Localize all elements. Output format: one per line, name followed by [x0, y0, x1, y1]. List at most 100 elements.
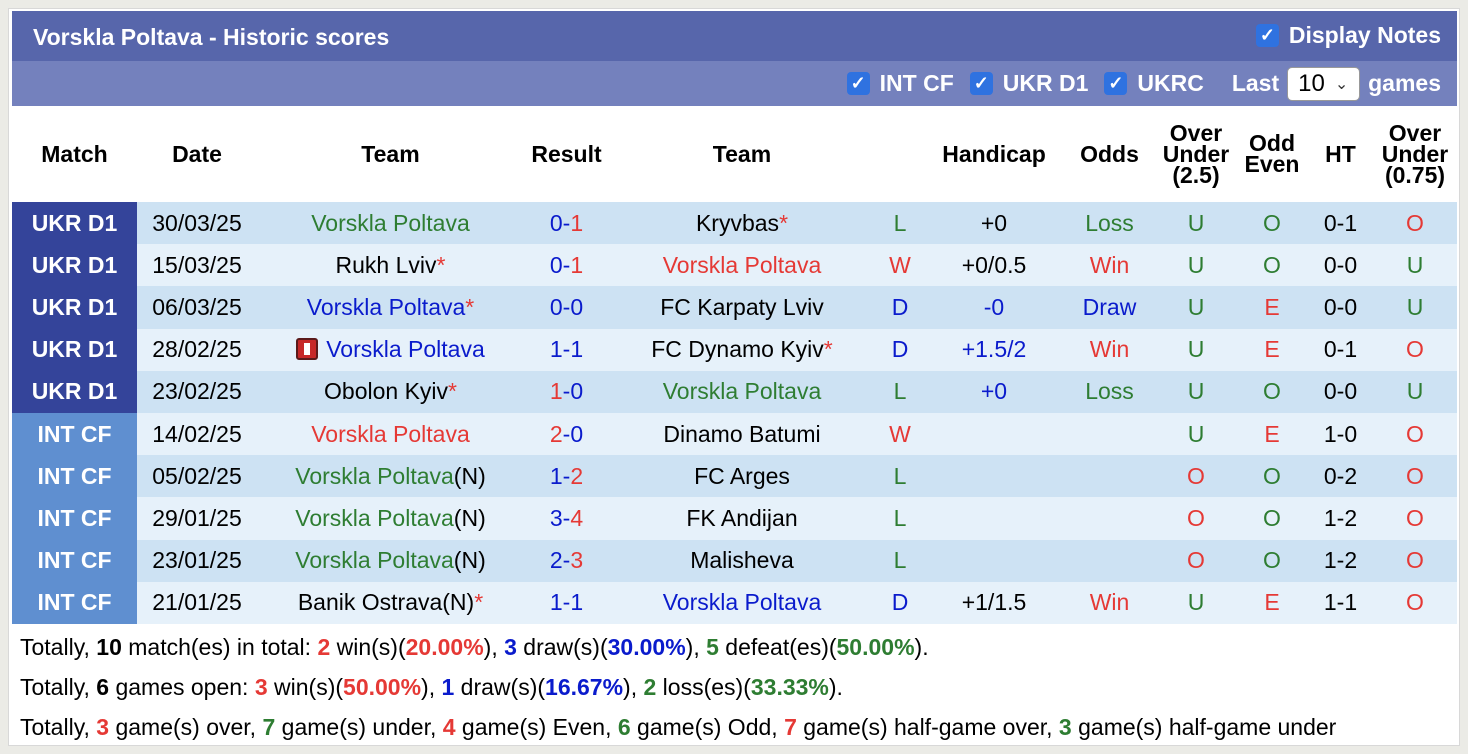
result-cell[interactable]: 1-1	[524, 328, 609, 371]
result-cell[interactable]: 1-2	[524, 455, 609, 498]
away-team[interactable]: Dinamo Batumi	[663, 420, 821, 447]
result-cell[interactable]: 0-1	[524, 202, 609, 245]
table-row[interactable]: UKR D1 06/03/25 Vorskla Poltava* 0-0 FC Karp…	[12, 286, 1457, 329]
result-cell[interactable]: 0-1	[524, 244, 609, 287]
away-team-cell[interactable]: FK Andijan	[609, 497, 875, 540]
away-team-cell[interactable]: Vorskla Poltava	[609, 581, 875, 624]
table-row[interactable]: UKR D1 23/02/25 Obolon Kyiv* 1-0 Vorskla Pol…	[12, 370, 1457, 413]
result-cell[interactable]: 3-4	[524, 497, 609, 540]
summary-value: 10	[96, 634, 122, 660]
away-team-cell[interactable]: FC Arges	[609, 455, 875, 498]
home-team-cell[interactable]: Vorskla Poltava	[257, 328, 524, 371]
table-row[interactable]: INT CF 29/01/25 Vorskla Poltava(N) 3-4 FK An…	[12, 497, 1457, 540]
competition-badge[interactable]: INT CF	[12, 412, 137, 456]
table-row[interactable]: UKR D1 15/03/25 Rukh Lviv* 0-1 Vorskla Polta…	[12, 244, 1457, 287]
match-date: 06/03/25	[137, 286, 257, 329]
summary-text: Totally,	[20, 674, 97, 700]
competition-badge[interactable]: INT CF	[12, 497, 137, 540]
win-loss: D	[875, 328, 925, 371]
home-team-cell[interactable]: Vorskla Poltava(N)	[257, 497, 524, 540]
away-team[interactable]: Vorskla Poltava	[662, 251, 822, 278]
score-separator: -	[562, 378, 571, 405]
int-cf-checkbox[interactable]: ✓	[846, 72, 870, 95]
away-team[interactable]: Vorskla Poltava	[662, 378, 822, 405]
summary-value: 6	[96, 674, 110, 700]
away-team[interactable]: FC Karpaty Lviv	[660, 293, 824, 320]
filter-int-cf[interactable]: ✓ INT CF	[846, 70, 954, 97]
table-row[interactable]: UKR D1 28/02/25 Vorskla Poltava 1-1 FC Dynam…	[12, 328, 1457, 371]
home-team[interactable]: Vorskla Poltava	[326, 336, 485, 363]
away-team[interactable]: Malisheva	[690, 547, 794, 574]
home-team-cell[interactable]: Obolon Kyiv*	[257, 370, 524, 413]
away-team-cell[interactable]: FC Dynamo Kyiv*	[609, 328, 875, 371]
away-team[interactable]: FC Dynamo Kyiv	[651, 336, 824, 363]
home-team-cell[interactable]: Rukh Lviv*	[257, 244, 524, 287]
away-team[interactable]: Vorskla Poltava	[662, 589, 822, 616]
competition-badge[interactable]: INT CF	[12, 581, 137, 624]
home-team[interactable]: Banik Ostrava(N)	[297, 589, 475, 616]
neutral-marker: (N)	[453, 547, 486, 574]
away-team[interactable]: FK Andijan	[686, 504, 798, 531]
home-team-cell[interactable]: Vorskla Poltava	[257, 412, 524, 456]
result-cell[interactable]: 1-1	[524, 581, 609, 624]
home-team-cell[interactable]: Vorskla Poltava*	[257, 286, 524, 329]
match-date: 23/02/25	[137, 370, 257, 413]
ukr-d1-checkbox[interactable]: ✓	[969, 72, 993, 95]
away-team-cell[interactable]: Malisheva	[609, 539, 875, 582]
home-team[interactable]: Vorskla Poltava	[295, 547, 454, 574]
table-row[interactable]: UKR D1 30/03/25 Vorskla Poltava 0-1 Kryvbas*…	[12, 202, 1457, 245]
odd-even: O	[1236, 244, 1308, 287]
games-count-select[interactable]: 10 ⌄	[1287, 66, 1361, 101]
display-notes-toggle[interactable]: ✓ Display Notes	[1255, 22, 1441, 49]
competition-badge[interactable]: UKR D1	[12, 328, 137, 371]
half-time-score: 0-0	[1308, 370, 1373, 413]
table-row[interactable]: INT CF 23/01/25 Vorskla Poltava(N) 2-3 Malis…	[12, 539, 1457, 582]
away-team-cell[interactable]: Vorskla Poltava	[609, 244, 875, 287]
competition-badge[interactable]: UKR D1	[12, 370, 137, 413]
competition-badge[interactable]: UKR D1	[12, 286, 137, 329]
home-team[interactable]: Vorskla Poltava	[295, 504, 454, 531]
competition-badge[interactable]: INT CF	[12, 455, 137, 498]
table-row[interactable]: INT CF 14/02/25 Vorskla Poltava 2-0 Dinamo B…	[12, 412, 1457, 456]
over-under-075: O	[1373, 455, 1457, 498]
competition-badge[interactable]: UKR D1	[12, 202, 137, 245]
home-team[interactable]: Vorskla Poltava	[311, 420, 470, 447]
result-cell[interactable]: 0-0	[524, 286, 609, 329]
away-team-cell[interactable]: Vorskla Poltava	[609, 370, 875, 413]
table-row[interactable]: INT CF 21/01/25 Banik Ostrava(N)* 1-1 Vorskl…	[12, 581, 1457, 624]
competition-badge[interactable]: INT CF	[12, 539, 137, 582]
summary-text: ),	[483, 634, 505, 660]
summary-value: 7	[262, 714, 276, 740]
filter-ukr-d1[interactable]: ✓ UKR D1	[969, 70, 1088, 97]
half-time-score: 1-0	[1308, 412, 1373, 456]
home-team[interactable]: Rukh Lviv	[335, 251, 437, 278]
table-row[interactable]: INT CF 05/02/25 Vorskla Poltava(N) 1-2 FC Ar…	[12, 455, 1457, 498]
filter-ukrc[interactable]: ✓ UKRC	[1104, 70, 1204, 97]
result-cell[interactable]: 1-0	[524, 370, 609, 413]
display-notes-checkbox[interactable]: ✓	[1255, 24, 1279, 47]
home-team[interactable]: Vorskla Poltava	[311, 209, 470, 236]
home-team[interactable]: Obolon Kyiv	[324, 378, 449, 405]
competition-badge[interactable]: UKR D1	[12, 244, 137, 287]
odd-even: O	[1236, 370, 1308, 413]
summary-text: draw(s)(	[516, 634, 608, 660]
home-team-cell[interactable]: Vorskla Poltava(N)	[257, 455, 524, 498]
home-team-cell[interactable]: Vorskla Poltava	[257, 202, 524, 245]
home-team-cell[interactable]: Vorskla Poltava(N)	[257, 539, 524, 582]
away-team-cell[interactable]: Kryvbas*	[609, 202, 875, 245]
half-time-score: 1-2	[1308, 497, 1373, 540]
away-team-cell[interactable]: Dinamo Batumi	[609, 412, 875, 456]
away-team-cell[interactable]: FC Karpaty Lviv	[609, 286, 875, 329]
away-team[interactable]: Kryvbas	[695, 209, 780, 236]
result-cell[interactable]: 2-0	[524, 412, 609, 456]
home-team[interactable]: Vorskla Poltava	[295, 462, 454, 489]
home-team[interactable]: Vorskla Poltava	[306, 293, 466, 320]
ukrc-checkbox[interactable]: ✓	[1104, 72, 1128, 95]
odd-even: O	[1236, 455, 1308, 498]
match-date: 14/02/25	[137, 412, 257, 456]
result-cell[interactable]: 2-3	[524, 539, 609, 582]
win-loss: L	[875, 497, 925, 540]
home-team-cell[interactable]: Banik Ostrava(N)*	[257, 581, 524, 624]
summary-text: game(s) under,	[275, 714, 443, 740]
away-team[interactable]: FC Arges	[694, 462, 790, 489]
